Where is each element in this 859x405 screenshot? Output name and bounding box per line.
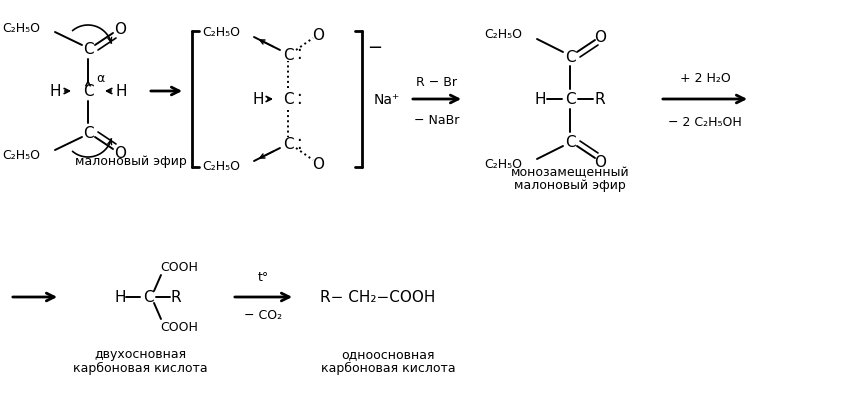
- Text: C₂H₅O: C₂H₅O: [202, 26, 240, 39]
- Text: C: C: [82, 43, 94, 58]
- Text: C₂H₅O: C₂H₅O: [484, 28, 522, 41]
- Text: H: H: [114, 290, 125, 305]
- Text: C: C: [283, 137, 293, 152]
- Text: −: −: [368, 39, 382, 57]
- Text: t°: t°: [258, 271, 269, 284]
- Text: C: C: [283, 92, 293, 107]
- Text: ·: ·: [296, 95, 302, 113]
- Text: ·: ·: [296, 87, 302, 105]
- Text: O: O: [114, 22, 126, 37]
- Text: C: C: [283, 47, 293, 62]
- Text: монозамещенный: монозамещенный: [511, 166, 630, 179]
- Text: C₂H₅O: C₂H₅O: [484, 158, 522, 171]
- Text: − NaBr: − NaBr: [414, 113, 460, 126]
- Text: O: O: [312, 157, 324, 172]
- Text: карбоновая кислота: карбоновая кислота: [73, 360, 207, 374]
- Text: + 2 H₂O: + 2 H₂O: [679, 71, 730, 84]
- Text: H: H: [115, 84, 127, 99]
- Text: COOH: COOH: [160, 321, 198, 334]
- Text: R − Br: R − Br: [417, 75, 458, 88]
- Text: COOH: COOH: [160, 261, 198, 274]
- Text: C₂H₅O: C₂H₅O: [2, 21, 40, 34]
- Text: H: H: [534, 92, 545, 107]
- Text: ·: ·: [296, 50, 302, 68]
- Text: C: C: [82, 84, 94, 99]
- Text: α: α: [96, 71, 104, 84]
- Text: O: O: [594, 30, 606, 45]
- Text: − CO₂: − CO₂: [244, 309, 282, 322]
- Text: R: R: [594, 92, 606, 107]
- Text: малоновый эфир: малоновый эфир: [515, 179, 626, 192]
- Text: C: C: [143, 290, 153, 305]
- Text: ·: ·: [296, 42, 302, 60]
- Text: C: C: [564, 49, 576, 64]
- Text: − 2 C₂H₅OH: − 2 C₂H₅OH: [668, 115, 742, 128]
- Text: C₂H₅O: C₂H₅O: [2, 149, 40, 162]
- Text: C₂H₅O: C₂H₅O: [202, 160, 240, 173]
- Text: H: H: [253, 92, 264, 107]
- Text: карбоновая кислота: карбоновая кислота: [320, 360, 455, 374]
- Text: C: C: [564, 135, 576, 150]
- Text: C: C: [564, 92, 576, 107]
- Text: одноосновная: одноосновная: [341, 347, 435, 360]
- Text: R: R: [171, 290, 181, 305]
- Text: ·: ·: [296, 132, 302, 149]
- Text: ·: ·: [296, 140, 302, 158]
- Text: R− CH₂−COOH: R− CH₂−COOH: [320, 290, 436, 305]
- Text: Na⁺: Na⁺: [374, 93, 400, 107]
- Text: H: H: [49, 84, 61, 99]
- Text: O: O: [594, 155, 606, 170]
- Text: двухосновная: двухосновная: [94, 347, 186, 360]
- Text: O: O: [114, 146, 126, 161]
- Text: малоновый эфир: малоновый эфир: [75, 155, 186, 168]
- Text: O: O: [312, 28, 324, 43]
- Text: C: C: [82, 126, 94, 141]
